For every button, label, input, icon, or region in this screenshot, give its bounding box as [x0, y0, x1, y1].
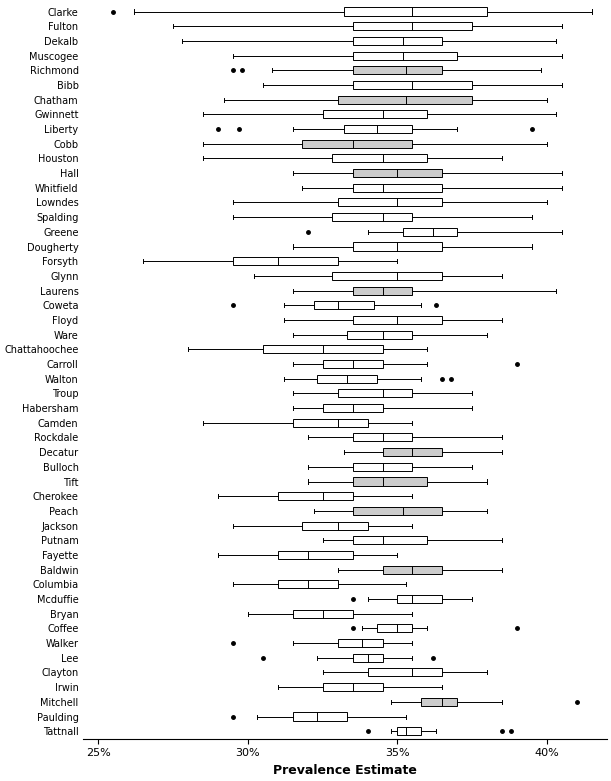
PathPatch shape: [398, 727, 422, 735]
PathPatch shape: [332, 155, 427, 162]
PathPatch shape: [353, 507, 442, 515]
PathPatch shape: [353, 242, 442, 251]
PathPatch shape: [346, 330, 412, 339]
PathPatch shape: [338, 95, 472, 104]
PathPatch shape: [353, 169, 442, 177]
PathPatch shape: [263, 345, 382, 353]
PathPatch shape: [353, 66, 442, 74]
PathPatch shape: [278, 580, 338, 588]
PathPatch shape: [323, 110, 427, 119]
PathPatch shape: [398, 595, 442, 603]
PathPatch shape: [353, 52, 457, 59]
PathPatch shape: [353, 22, 472, 30]
PathPatch shape: [293, 712, 346, 721]
PathPatch shape: [278, 551, 353, 559]
PathPatch shape: [338, 639, 382, 647]
PathPatch shape: [332, 213, 412, 221]
PathPatch shape: [353, 81, 472, 89]
PathPatch shape: [302, 140, 412, 148]
PathPatch shape: [293, 419, 368, 426]
PathPatch shape: [368, 669, 442, 676]
PathPatch shape: [382, 565, 442, 574]
PathPatch shape: [278, 492, 353, 501]
PathPatch shape: [343, 125, 412, 133]
PathPatch shape: [353, 316, 442, 324]
PathPatch shape: [353, 537, 427, 544]
PathPatch shape: [302, 522, 368, 530]
PathPatch shape: [353, 463, 412, 471]
PathPatch shape: [353, 37, 442, 45]
PathPatch shape: [353, 654, 382, 662]
PathPatch shape: [403, 228, 457, 236]
PathPatch shape: [422, 697, 457, 706]
PathPatch shape: [316, 375, 376, 383]
PathPatch shape: [353, 477, 427, 486]
PathPatch shape: [233, 257, 338, 266]
PathPatch shape: [323, 404, 382, 412]
PathPatch shape: [323, 360, 382, 368]
PathPatch shape: [353, 433, 412, 441]
PathPatch shape: [343, 8, 487, 16]
PathPatch shape: [313, 301, 373, 309]
PathPatch shape: [323, 683, 382, 691]
PathPatch shape: [332, 272, 442, 280]
PathPatch shape: [338, 390, 412, 398]
PathPatch shape: [376, 624, 412, 633]
PathPatch shape: [338, 198, 442, 206]
X-axis label: Prevalence Estimate: Prevalence Estimate: [273, 764, 417, 777]
PathPatch shape: [353, 287, 412, 294]
PathPatch shape: [382, 448, 442, 456]
PathPatch shape: [353, 184, 442, 192]
PathPatch shape: [293, 610, 353, 618]
